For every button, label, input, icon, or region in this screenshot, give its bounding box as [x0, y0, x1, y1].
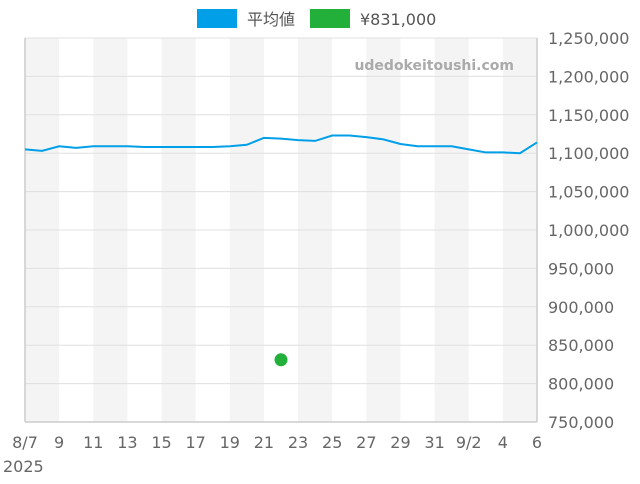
y-tick-label: 950,000 — [548, 259, 614, 278]
x-tick-label: 6 — [532, 433, 542, 452]
y-tick-label: 850,000 — [548, 336, 614, 355]
x-tick-label: 23 — [288, 433, 308, 452]
legend: 平均値 ¥831,000 — [197, 9, 436, 29]
legend-label-price[interactable]: ¥831,000 — [360, 10, 436, 29]
y-tick-label: 800,000 — [548, 375, 614, 394]
x-tick-label: 15 — [151, 433, 171, 452]
x-tick-label: 9 — [54, 433, 64, 452]
x-tick-label: 13 — [117, 433, 137, 452]
x-tick-label: 27 — [356, 433, 376, 452]
x-tick-label: 21 — [254, 433, 274, 452]
x-tick-label: 11 — [83, 433, 103, 452]
price-point — [275, 353, 288, 366]
x-tick-label: 17 — [185, 433, 205, 452]
x-tick-label: 31 — [424, 433, 444, 452]
y-tick-label: 1,100,000 — [548, 144, 629, 163]
y-tick-label: 750,000 — [548, 413, 614, 432]
y-tick-label: 1,050,000 — [548, 183, 629, 202]
x-tick-label: 8/7 — [12, 433, 38, 452]
x-tick-label: 25 — [322, 433, 342, 452]
legend-label-average[interactable]: 平均値 — [247, 10, 295, 29]
y-tick-label: 900,000 — [548, 298, 614, 317]
x-year-label: 2025 — [3, 457, 44, 476]
x-tick-label: 19 — [220, 433, 240, 452]
y-tick-label: 1,250,000 — [548, 29, 629, 48]
y-tick-label: 1,150,000 — [548, 106, 629, 125]
y-tick-label: 1,200,000 — [548, 67, 629, 86]
y-tick-label: 1,000,000 — [548, 221, 629, 240]
legend-swatch-average[interactable] — [197, 9, 237, 28]
legend-swatch-price[interactable] — [310, 9, 350, 28]
watermark: udedokeitoushi.com — [354, 58, 514, 74]
x-tick-label: 4 — [498, 433, 508, 452]
x-tick-label: 9/2 — [456, 433, 482, 452]
x-tick-label: 29 — [390, 433, 410, 452]
